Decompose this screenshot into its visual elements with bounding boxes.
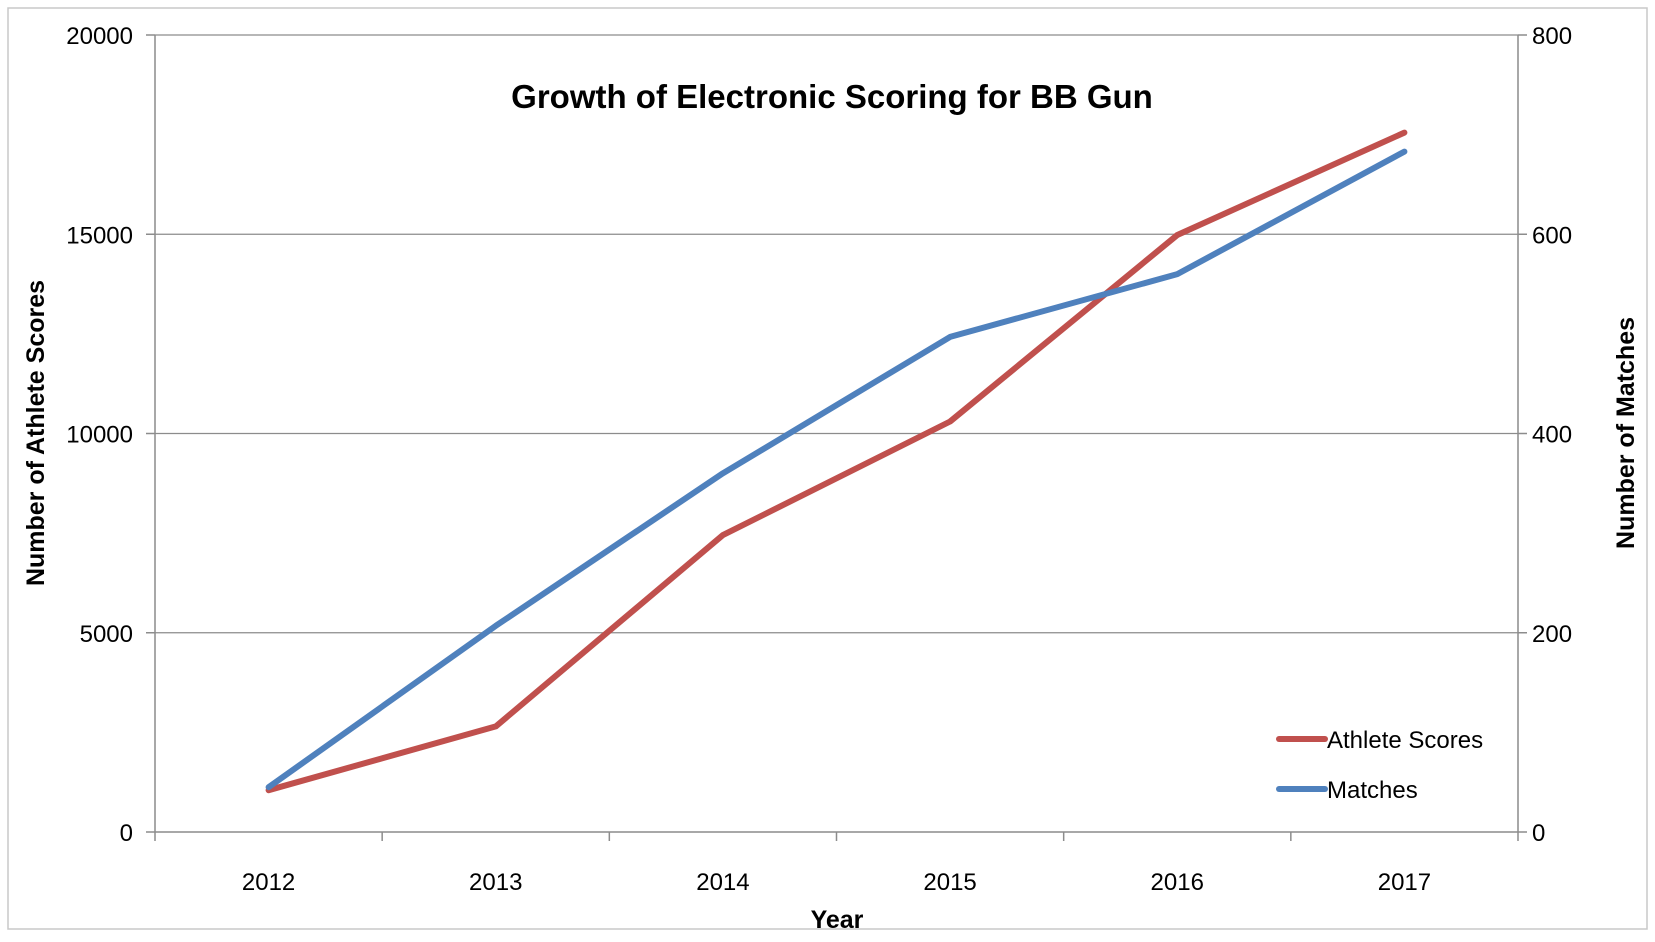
- y-tick-label: 15000: [66, 222, 133, 249]
- y-tick-label: 10000: [66, 422, 133, 449]
- y-axis-title: Number of Athlete Scores: [22, 280, 50, 586]
- x-tick-label: 2012: [242, 869, 295, 896]
- y2-tick-label: 400: [1532, 422, 1572, 449]
- x-tick-label: 2014: [696, 869, 749, 896]
- y2-tick-label: 600: [1532, 222, 1572, 249]
- legend-label: Matches: [1327, 777, 1418, 804]
- x-tick-label: 2017: [1378, 869, 1431, 896]
- y2-tick-label: 200: [1532, 621, 1572, 648]
- y-tick-label: 20000: [66, 23, 133, 50]
- y-tick-label: 5000: [80, 621, 133, 648]
- chart-title: Growth of Electronic Scoring for BB Gun: [511, 78, 1153, 115]
- y-tick-label: 0: [120, 820, 133, 847]
- y2-axis-title: Number of Matches: [1612, 317, 1640, 549]
- x-tick-label: 2015: [923, 869, 976, 896]
- x-axis-title: Year: [811, 906, 864, 934]
- legend-label: Athlete Scores: [1327, 727, 1483, 754]
- y2-tick-label: 0: [1532, 820, 1545, 847]
- x-tick-label: 2016: [1151, 869, 1204, 896]
- y2-tick-label: 800: [1532, 23, 1572, 50]
- x-tick-label: 2013: [469, 869, 522, 896]
